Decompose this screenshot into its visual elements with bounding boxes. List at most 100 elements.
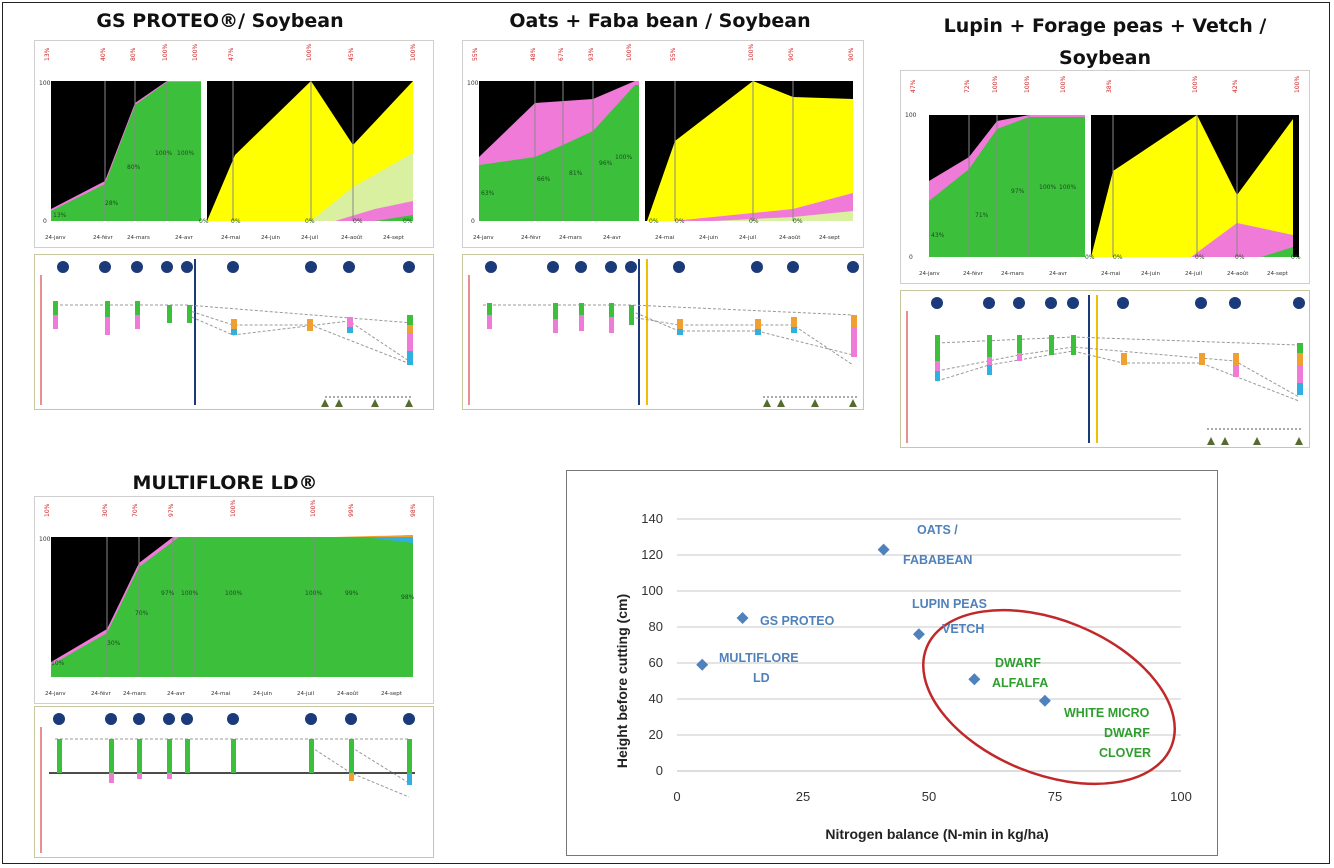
svg-text:24-juin: 24-juin	[699, 235, 719, 241]
svg-text:24-mai: 24-mai	[211, 691, 231, 697]
svg-text:63%: 63%	[481, 190, 495, 197]
svg-text:100%: 100%	[230, 500, 237, 517]
svg-text:0%: 0%	[403, 218, 413, 225]
scatter-point	[1038, 694, 1051, 707]
multiflore-area-chart: 10% 30% 70% 97% 100% 100% 99% 98% 100 10…	[34, 496, 434, 704]
svg-text:28%: 28%	[105, 200, 119, 207]
y-tick-label: 40	[649, 691, 663, 706]
multiflore-pct-label: 100%	[305, 590, 322, 597]
multiflore-pct-label: 10%	[51, 660, 65, 667]
svg-text:24-sept: 24-sept	[819, 235, 841, 241]
svg-text:0%: 0%	[1195, 254, 1205, 261]
svg-text:100%: 100%	[306, 44, 313, 61]
svg-text:24-sept: 24-sept	[383, 235, 405, 241]
svg-text:24-août: 24-août	[341, 234, 363, 241]
label-alfalfa-2: ALFALFA	[992, 676, 1048, 690]
svg-text:70%: 70%	[132, 503, 139, 517]
svg-text:24-mars: 24-mars	[1001, 271, 1024, 277]
label-gs-proteo: GS PROTEO	[760, 614, 835, 628]
multiflore-pct-label: 98%	[401, 594, 415, 601]
svg-text:24-août: 24-août	[337, 690, 359, 697]
multiflore-pct-label: 30%	[107, 640, 121, 647]
svg-text:0%: 0%	[1291, 254, 1301, 261]
nitrogen-height-scatter: 0 20 40 60 80 100 120 140 0 25 50 75 100 Height bef…	[566, 470, 1218, 856]
svg-text:24-mars: 24-mars	[127, 235, 150, 241]
svg-text:97%: 97%	[168, 503, 175, 517]
svg-text:0%: 0%	[305, 218, 315, 225]
svg-text:48%: 48%	[530, 47, 537, 61]
gs-height-timeline	[34, 254, 434, 410]
svg-text:100%: 100%	[1039, 184, 1056, 191]
y-tick-label: 140	[641, 511, 663, 526]
y-tick-label: 60	[649, 655, 663, 670]
svg-text:100%: 100%	[410, 44, 417, 61]
scatter-point	[968, 673, 981, 686]
title-gs-proteo: GS PROTEO®/ Soybean	[96, 10, 344, 32]
svg-text:24-juil: 24-juil	[297, 691, 315, 697]
svg-text:24-mars: 24-mars	[123, 691, 146, 697]
svg-text:24-janv: 24-janv	[473, 235, 494, 241]
svg-text:24-févr: 24-févr	[91, 690, 112, 697]
svg-text:99%: 99%	[348, 503, 355, 517]
title-oats-fababean: Oats + Faba bean / Soybean	[509, 10, 811, 32]
svg-text:90%: 90%	[788, 47, 795, 61]
svg-text:24-févr: 24-févr	[963, 270, 984, 277]
label-lupin-1: LUPIN PEAS	[912, 597, 987, 611]
svg-text:10%: 10%	[44, 503, 51, 517]
svg-text:24-mai: 24-mai	[221, 235, 241, 241]
scatter-point	[912, 628, 925, 641]
oats-area-chart: 55% 48% 67% 93% 100% 55% 100% 90% 90% 10…	[462, 40, 864, 248]
multiflore-pct-label: 99%	[345, 590, 359, 597]
svg-text:0%: 0%	[793, 218, 803, 225]
svg-text:100%: 100%	[1060, 76, 1067, 93]
svg-text:100: 100	[905, 112, 917, 119]
x-tick-label: 0	[673, 789, 680, 804]
svg-text:13%: 13%	[44, 47, 51, 61]
svg-text:100%: 100%	[615, 154, 632, 161]
label-clover-2: DWARF	[1104, 726, 1150, 740]
x-tick-label: 75	[1048, 789, 1062, 804]
multiflore-height-timeline	[34, 706, 434, 858]
svg-text:24-janv: 24-janv	[919, 271, 940, 277]
svg-text:100%: 100%	[1024, 76, 1031, 93]
svg-text:0%: 0%	[231, 218, 241, 225]
svg-text:38%: 38%	[1106, 79, 1113, 93]
y-axis-label: Height before cutting (cm)	[614, 594, 630, 768]
svg-text:0%: 0%	[1235, 254, 1245, 261]
svg-text:90%: 90%	[848, 47, 855, 61]
label-clover-3: CLOVER	[1099, 746, 1151, 760]
scatter-point	[877, 543, 890, 556]
y-tick-label: 80	[649, 619, 663, 634]
svg-text:81%: 81%	[569, 170, 583, 177]
svg-text:0%: 0%	[649, 218, 659, 225]
svg-text:24-avr: 24-avr	[175, 235, 194, 241]
svg-text:0%: 0%	[1085, 254, 1095, 261]
svg-text:100%: 100%	[192, 44, 199, 61]
svg-text:24-juil: 24-juil	[301, 235, 319, 241]
svg-text:100: 100	[39, 80, 51, 87]
svg-text:100%: 100%	[992, 76, 999, 93]
label-lupin-2: VETCH	[942, 622, 984, 636]
svg-text:24-juin: 24-juin	[1141, 271, 1161, 277]
svg-text:24-avr: 24-avr	[1049, 271, 1068, 277]
svg-text:24-févr: 24-févr	[93, 234, 114, 241]
svg-text:100%: 100%	[1192, 76, 1199, 93]
svg-text:100%: 100%	[748, 44, 755, 61]
svg-text:100%: 100%	[177, 150, 194, 157]
multiflore-pct-label: 100%	[225, 590, 242, 597]
svg-text:24-juin: 24-juin	[253, 691, 273, 697]
svg-text:40%: 40%	[100, 47, 107, 61]
label-oats-2: FABABEAN	[903, 553, 972, 567]
label-clover-1: WHITE MICRO	[1064, 706, 1150, 720]
x-tick-label: 50	[922, 789, 936, 804]
highlight-ellipse	[922, 608, 1176, 786]
y-tick-label: 100	[641, 583, 663, 598]
svg-text:24-juin: 24-juin	[261, 235, 281, 241]
svg-text:24-août: 24-août	[1227, 270, 1249, 277]
svg-text:24-mai: 24-mai	[1101, 271, 1121, 277]
label-oats-1: OATS /	[917, 523, 958, 537]
svg-text:0%: 0%	[353, 218, 363, 225]
title-lupin-peas-vetch: Lupin + Forage peas + Vetch / Soybean	[943, 15, 1267, 69]
svg-text:66%: 66%	[537, 176, 551, 183]
y-tick-label: 20	[649, 727, 663, 742]
